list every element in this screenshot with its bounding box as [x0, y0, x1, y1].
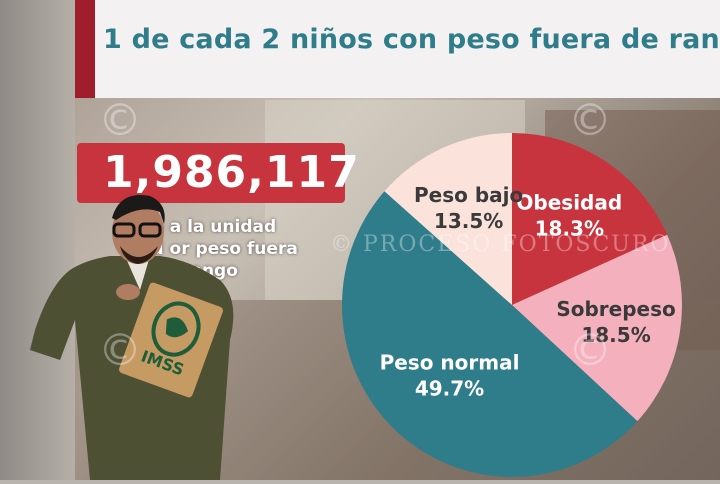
pie-slice-value-label: 18.5% [581, 323, 650, 347]
watermark-copyright-icon: © [98, 95, 142, 146]
pie-slice-peso-normal [341, 191, 638, 478]
pie-slice-value-label: 18.3% [535, 217, 604, 241]
stat-caption-line: méd or peso fuera [122, 239, 298, 259]
imss-logo-board: IMSS [117, 281, 225, 399]
imss-logo-icon: IMSS [139, 301, 201, 380]
pie-slice-label: Peso bajo [414, 183, 523, 207]
stat-value: 1,986,117 [103, 147, 360, 198]
stat-box: 1,986,117 [77, 143, 359, 203]
stat-caption-line: re a la unidad [143, 217, 277, 237]
watermark-copyright-icon: © [568, 95, 612, 146]
watermark-copyright-icon: © [568, 325, 612, 376]
pie-slice-label: Obesidad [516, 191, 622, 215]
stage-wall [0, 0, 80, 480]
stat-caption: re a la unidad méd or peso fuera rango [85, 216, 335, 282]
pie-slice-label: Sobrepeso [556, 297, 675, 321]
pie-chart: Obesidad 18.3% Sobrepeso 18.5% Peso normal 49… [341, 130, 682, 480]
pie-slice-obesidad [512, 133, 668, 305]
watermark-text: © PROCESO FOTOSCURO [330, 232, 671, 257]
pie-slice-value-label: 13.5% [434, 209, 503, 233]
watermark-copyright-icon: © [98, 325, 142, 376]
title-band: 1 de cada 2 niños con peso fuera de rang… [75, 0, 720, 98]
pie-slice-value-label: 49.7% [415, 376, 484, 400]
watermark: © PROCESO FOTOSCURO [330, 215, 670, 261]
pie-slice-peso-bajo [384, 133, 512, 305]
pie-slice-label: Peso normal [380, 350, 520, 374]
slide-title: 1 de cada 2 niños con peso fuera de rang… [103, 24, 720, 55]
title-accent-bar [75, 0, 95, 98]
pie-slice-sobrepeso [512, 234, 682, 422]
